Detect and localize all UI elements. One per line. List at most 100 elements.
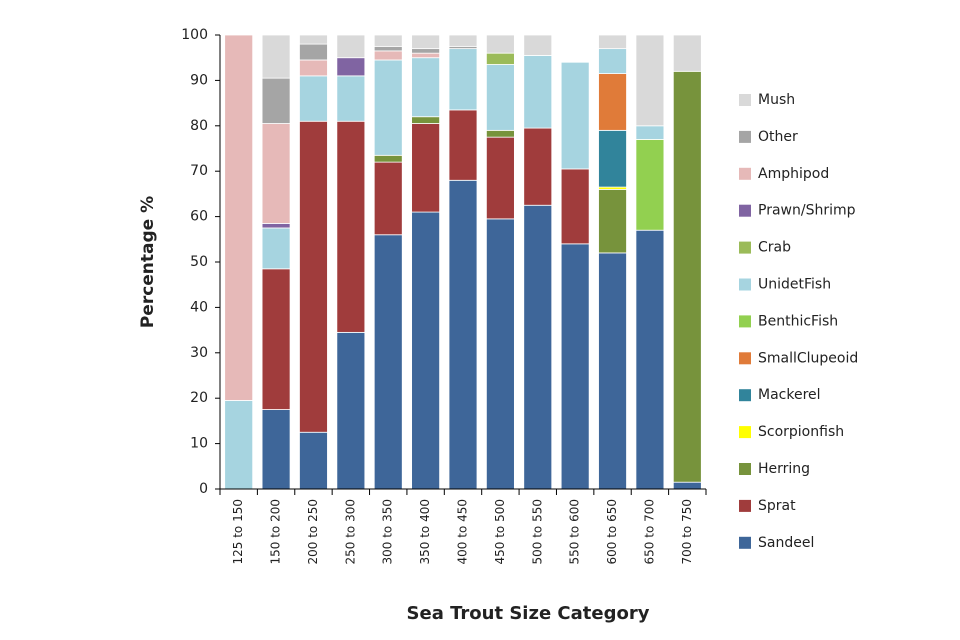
legend-swatch [739,204,751,217]
legend-swatch [739,426,751,439]
legend-swatch [739,389,751,402]
legend-label: Mackerel [758,387,821,403]
bar-segment [411,52,441,59]
bar-segment [373,234,403,490]
x-tick-label: 550 to 600 [568,499,582,564]
bar-segment [336,34,366,59]
legend-label: Prawn/Shrimp [758,203,856,219]
bar-segment [299,431,328,490]
legend-label: BenthicFish [758,313,838,329]
bar-segment [411,57,441,118]
x-tick-label: 125 to 150 [231,499,245,564]
legend-swatch [739,499,751,512]
legend-swatch [739,241,751,254]
bar-segment [485,129,515,138]
bar-segment [336,331,366,490]
bar-segment [672,481,702,490]
bar-segment [598,188,627,254]
x-tick-label: 150 to 200 [269,499,283,564]
bar-segment [411,116,441,124]
x-tick-label: 400 to 450 [456,499,470,564]
bar-segment [299,43,328,61]
bar-segment [373,59,403,156]
bar-segment [635,229,665,490]
bar-segment [299,120,328,433]
bar-segment [485,136,515,220]
bar-segment [485,218,515,490]
x-tick-label: 250 to 300 [343,499,357,564]
bar-segment [411,34,441,50]
bar-segment [261,268,291,410]
y-tick-label: 70 [190,163,208,179]
bar-segment [635,125,665,140]
bar-segment [485,64,515,131]
bar-segment [485,34,515,54]
bar-segment [373,50,403,61]
bar-segment [373,154,403,163]
bar-segment [411,123,441,213]
y-tick-label: 0 [199,481,208,497]
x-tick-label: 200 to 250 [306,499,320,564]
x-tick-label: 650 to 700 [642,499,656,564]
bar-segment [299,59,328,77]
x-tick-label: 300 to 350 [381,499,395,564]
bar-segment [598,252,627,490]
legend-label: Scorpionfish [758,424,844,440]
y-axis-title: Percentage % [138,196,158,328]
bar-segment [448,179,478,490]
bar-segment [672,70,702,483]
bar-segment [299,75,328,122]
bar-segment [672,34,702,72]
bar-segment [560,61,590,170]
legend-swatch [739,352,751,365]
bar-segment [261,123,291,224]
bar-segment [523,34,553,56]
bar-segment [224,400,254,490]
y-tick-label: 10 [190,436,208,452]
bar-segment [523,127,553,206]
bar-segment [224,34,254,401]
legend-swatch [739,536,751,549]
y-tick-label: 80 [190,118,208,134]
bar-segment [598,129,627,188]
y-tick-label: 50 [190,254,208,270]
bar-segment [560,243,590,490]
bar-segment [523,55,553,129]
bar-segment [598,48,627,74]
legend-label: Herring [758,461,810,477]
bar-segment [336,120,366,333]
bar-segment [373,34,403,47]
bar-segment [598,34,627,50]
legend-label: Sprat [758,498,796,514]
bar-segment [261,223,291,229]
legend-swatch [739,463,751,475]
bar-segment [448,48,478,111]
x-tick-label: 450 to 500 [493,499,507,564]
legend-swatch [739,315,751,328]
x-tick-label: 600 to 650 [605,499,619,564]
y-tick-label: 30 [190,345,208,361]
bar-segment [448,34,478,47]
bar-segment [261,409,291,490]
bar-segment [373,161,403,236]
bar-segment [411,211,441,490]
x-tick-label: 350 to 400 [418,499,432,564]
bar-segment [261,34,291,79]
bar-segment [261,227,291,270]
legend-label: SmallClupeoid [758,350,858,366]
bar-segment [635,139,665,231]
y-tick-label: 60 [190,209,208,225]
legend-label: Mush [758,92,795,108]
bar-segment [336,75,366,122]
bar-segment [336,57,366,77]
y-tick-label: 40 [190,299,208,315]
y-tick-label: 100 [181,27,208,43]
x-tick-label: 500 to 550 [530,499,544,564]
bar-segment [411,48,441,54]
bar-segment [448,109,478,181]
legend-swatch [739,94,751,106]
bar-segment [299,34,328,45]
y-tick-label: 90 [190,72,208,88]
legend-label: Amphipod [758,166,829,182]
